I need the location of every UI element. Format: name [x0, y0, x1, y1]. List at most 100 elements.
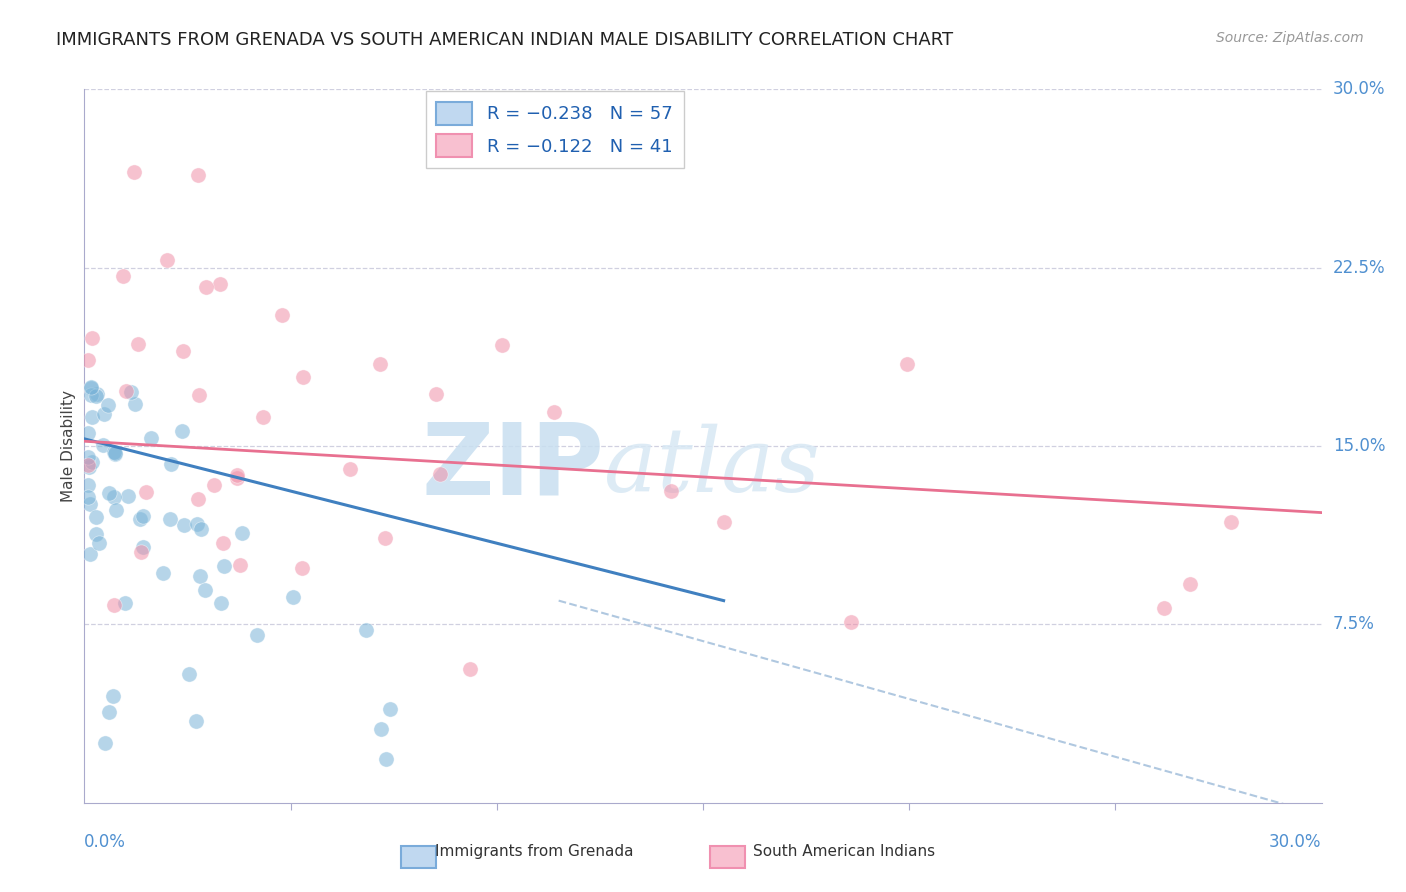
Point: [80, 455, 103, 469]
Point: [193, 582, 215, 597]
Point: [378, 701, 401, 715]
Point: [114, 596, 136, 610]
Point: [429, 467, 451, 481]
Point: [187, 168, 209, 182]
Text: 30.0%: 30.0%: [1270, 833, 1322, 851]
Point: [896, 357, 918, 371]
Point: [354, 623, 377, 637]
Point: [839, 615, 862, 629]
Text: Source: ZipAtlas.com: Source: ZipAtlas.com: [1216, 31, 1364, 45]
Point: [77, 450, 100, 464]
Text: ZIP: ZIP: [422, 419, 605, 516]
Point: [187, 491, 209, 506]
Point: [156, 253, 179, 268]
Point: [458, 662, 481, 676]
Point: [103, 445, 125, 459]
Point: [103, 490, 125, 504]
Point: [1178, 577, 1201, 591]
Text: 15.0%: 15.0%: [1333, 437, 1385, 455]
Point: [172, 343, 194, 358]
Text: IMMIGRANTS FROM GRENADA VS SOUTH AMERICAN INDIAN MALE DISABILITY CORRELATION CHA: IMMIGRANTS FROM GRENADA VS SOUTH AMERICA…: [56, 31, 953, 49]
Point: [86, 386, 108, 401]
Text: 7.5%: 7.5%: [1333, 615, 1375, 633]
Point: [713, 515, 735, 529]
Point: [281, 590, 304, 604]
Point: [231, 525, 253, 540]
Point: [152, 566, 174, 580]
Point: [77, 352, 100, 367]
Point: [93, 407, 115, 421]
Text: South American Indians: South American Indians: [752, 845, 935, 859]
Point: [103, 599, 125, 613]
Point: [104, 446, 127, 460]
Text: Immigrants from Grenada: Immigrants from Grenada: [434, 845, 634, 859]
Point: [98, 706, 121, 720]
Point: [368, 357, 391, 371]
Point: [79, 460, 101, 475]
Point: [159, 458, 181, 472]
Point: [80, 387, 103, 401]
Point: [209, 596, 232, 610]
Point: [173, 518, 195, 533]
Point: [339, 462, 361, 476]
Point: [491, 338, 513, 352]
Point: [128, 511, 150, 525]
Point: [425, 387, 447, 401]
Point: [103, 689, 125, 703]
Point: [117, 489, 139, 503]
Point: [80, 381, 103, 395]
Point: [188, 569, 211, 583]
Point: [124, 397, 146, 411]
Y-axis label: Male Disability: Male Disability: [60, 390, 76, 502]
Point: [375, 751, 398, 765]
Point: [659, 484, 682, 499]
Point: [211, 535, 233, 549]
Point: [94, 736, 117, 750]
Point: [132, 540, 155, 554]
Point: [97, 398, 120, 412]
Point: [79, 497, 101, 511]
Point: [214, 558, 236, 573]
Point: [271, 308, 294, 322]
Point: [225, 467, 247, 482]
Point: [120, 385, 142, 400]
Point: [374, 531, 396, 545]
Point: [127, 336, 149, 351]
Point: [112, 268, 135, 283]
Point: [79, 379, 101, 393]
Point: [132, 509, 155, 524]
Text: 30.0%: 30.0%: [1333, 80, 1385, 98]
Point: [91, 438, 114, 452]
Point: [252, 409, 274, 424]
Point: [86, 510, 108, 524]
Point: [77, 458, 100, 472]
Text: atlas: atlas: [605, 424, 820, 511]
Point: [159, 511, 181, 525]
Point: [1219, 515, 1241, 529]
Point: [97, 485, 120, 500]
Point: [184, 714, 207, 729]
Text: 0.0%: 0.0%: [84, 833, 127, 851]
Point: [291, 370, 314, 384]
Point: [246, 627, 269, 641]
Point: [82, 409, 104, 424]
Point: [209, 277, 232, 292]
Point: [139, 431, 162, 445]
Point: [84, 527, 107, 541]
Point: [82, 331, 104, 345]
Point: [1153, 601, 1175, 615]
Point: [186, 517, 208, 532]
Point: [370, 722, 392, 736]
Point: [77, 478, 100, 492]
Point: [77, 425, 100, 440]
Point: [225, 471, 247, 485]
Point: [172, 425, 194, 439]
Point: [84, 389, 107, 403]
Point: [104, 447, 127, 461]
Point: [291, 561, 314, 575]
Point: [179, 666, 201, 681]
Point: [190, 523, 212, 537]
Point: [89, 536, 111, 550]
Point: [202, 478, 225, 492]
Point: [543, 405, 565, 419]
